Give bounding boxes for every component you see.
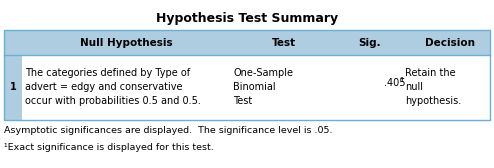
Text: Test: Test bbox=[272, 37, 296, 48]
Bar bbox=[4, 55, 22, 120]
Text: The categories defined by Type of
advert = edgy and conservative
occur with prob: The categories defined by Type of advert… bbox=[25, 69, 201, 107]
Text: 1: 1 bbox=[399, 76, 404, 82]
Text: One-Sample
Binomial
Test: One-Sample Binomial Test bbox=[233, 69, 293, 107]
Bar bbox=[4, 55, 490, 120]
Text: Retain the
null
hypothesis.: Retain the null hypothesis. bbox=[405, 69, 461, 107]
Text: ¹Exact significance is displayed for this test.: ¹Exact significance is displayed for thi… bbox=[4, 143, 214, 152]
Text: .405: .405 bbox=[384, 78, 406, 89]
Text: Null Hypothesis: Null Hypothesis bbox=[80, 37, 172, 48]
Text: Sig.: Sig. bbox=[359, 37, 381, 48]
Text: Asymptotic significances are displayed.  The significance level is .05.: Asymptotic significances are displayed. … bbox=[4, 126, 332, 135]
Bar bbox=[4, 30, 490, 55]
Text: 1: 1 bbox=[9, 82, 16, 93]
Bar bbox=[4, 30, 490, 120]
Text: Decision: Decision bbox=[425, 37, 475, 48]
Text: Hypothesis Test Summary: Hypothesis Test Summary bbox=[156, 12, 338, 25]
